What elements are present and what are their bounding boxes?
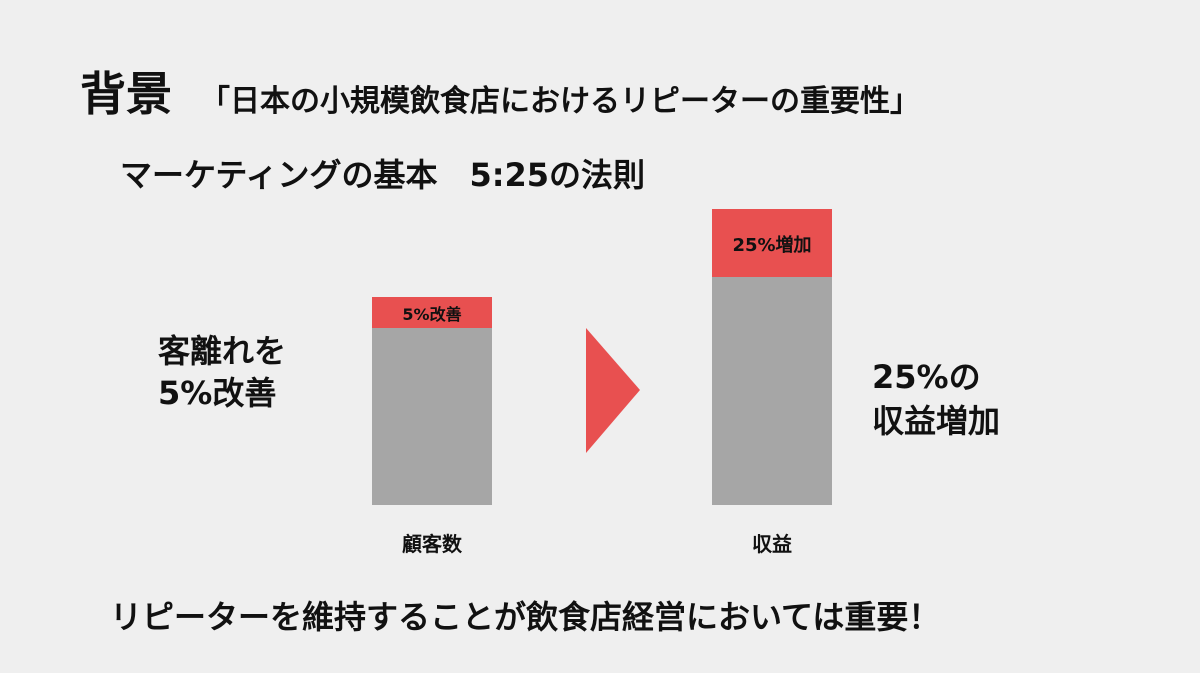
bar-base [372, 328, 492, 505]
text-line: 5%改善 [158, 374, 277, 412]
arrow [586, 328, 640, 453]
heading: マーケティングの基本 5:25の法則 [120, 156, 646, 194]
bar-highlight-label: 25%増加 [732, 235, 812, 256]
subtitle: 「日本の小規模飲食店におけるリピーターの重要性」 [200, 84, 920, 119]
bar-highlight [372, 297, 492, 328]
bar-highlight [712, 209, 832, 277]
bar-label: 収益 [752, 532, 792, 556]
footer: リピーターを維持することが飲食店経営においては重要！ [110, 598, 941, 636]
text-line: 25%の [872, 358, 981, 396]
text-line: 客離れを [158, 332, 287, 370]
text-line: 収益増加 [872, 402, 1001, 440]
bar-label: 顧客数 [402, 532, 462, 556]
right-text: 25%の 収益増加 [872, 355, 1000, 443]
bar-highlight-label: 5%改善 [402, 305, 462, 324]
bar-base [712, 277, 832, 505]
title: 背景 [80, 67, 172, 121]
left-text: 客離れを 5%改善 [158, 330, 286, 414]
